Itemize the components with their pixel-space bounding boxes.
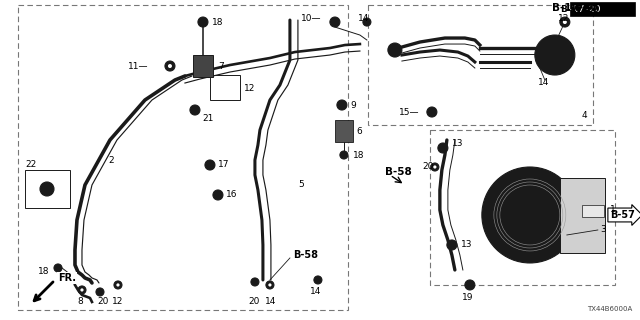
Circle shape [427, 107, 437, 117]
Circle shape [330, 17, 340, 27]
Circle shape [340, 151, 348, 159]
Circle shape [81, 288, 84, 292]
Text: 18: 18 [38, 268, 49, 276]
Circle shape [535, 35, 575, 75]
Text: 14: 14 [310, 287, 321, 296]
Text: 13: 13 [452, 139, 463, 148]
Circle shape [96, 288, 104, 296]
Circle shape [438, 143, 448, 153]
Text: 12: 12 [244, 84, 255, 92]
Text: 7: 7 [218, 61, 224, 70]
Text: B-17-20: B-17-20 [561, 4, 600, 13]
Text: 9: 9 [350, 100, 356, 109]
Text: 4: 4 [582, 110, 588, 119]
Circle shape [190, 105, 200, 115]
Text: 10—: 10— [301, 13, 322, 22]
Circle shape [433, 165, 436, 169]
Circle shape [205, 160, 215, 170]
Bar [18, 5, 348, 310]
Text: B-17-20: B-17-20 [561, 4, 601, 13]
Text: 3: 3 [600, 226, 605, 235]
Text: 14: 14 [265, 298, 276, 307]
Text: 16: 16 [226, 190, 237, 199]
Text: 15—: 15— [399, 108, 420, 116]
Circle shape [54, 264, 62, 272]
Circle shape [482, 167, 578, 263]
Bar [570, 2, 635, 16]
Circle shape [40, 182, 54, 196]
Circle shape [363, 18, 371, 26]
Bar [560, 178, 605, 253]
Bar [368, 5, 593, 125]
Text: 20: 20 [97, 298, 108, 307]
Bar [335, 120, 353, 142]
Circle shape [431, 163, 439, 171]
Text: 19: 19 [462, 293, 474, 302]
Text: TX44B6000A: TX44B6000A [587, 306, 632, 312]
Text: 13: 13 [461, 240, 472, 250]
Text: 20: 20 [248, 298, 259, 307]
Bar [430, 130, 615, 285]
Circle shape [114, 281, 122, 289]
Text: 12: 12 [558, 13, 569, 22]
Text: B-58: B-58 [385, 167, 412, 177]
Circle shape [520, 205, 540, 225]
Text: 1: 1 [610, 205, 616, 214]
Circle shape [168, 64, 172, 68]
Circle shape [560, 17, 570, 27]
Circle shape [388, 43, 402, 57]
Circle shape [251, 278, 259, 286]
Text: 12: 12 [112, 298, 124, 307]
Text: 5: 5 [298, 180, 303, 189]
Circle shape [508, 193, 552, 237]
Circle shape [465, 280, 475, 290]
Circle shape [116, 284, 120, 287]
Text: 11—: 11— [127, 61, 148, 70]
Circle shape [314, 276, 322, 284]
Text: 14: 14 [538, 77, 549, 86]
Text: 18: 18 [212, 18, 223, 27]
Circle shape [78, 286, 86, 294]
Bar [210, 75, 240, 100]
Circle shape [337, 100, 347, 110]
Text: 8: 8 [77, 298, 83, 307]
Text: B-17-20: B-17-20 [552, 3, 598, 13]
Circle shape [213, 190, 223, 200]
Text: FR.: FR. [58, 273, 76, 283]
Circle shape [266, 281, 274, 289]
Circle shape [545, 45, 565, 65]
Circle shape [268, 284, 271, 287]
Bar [193, 55, 213, 77]
Circle shape [198, 17, 208, 27]
Circle shape [391, 46, 399, 54]
Circle shape [447, 240, 457, 250]
Text: B-57: B-57 [610, 210, 635, 220]
Text: 17: 17 [218, 161, 230, 170]
Text: 22: 22 [25, 161, 36, 170]
Bar [582, 205, 604, 217]
Text: 6: 6 [356, 126, 362, 135]
Text: 2: 2 [108, 156, 113, 164]
Bar [25, 170, 70, 208]
Text: 20: 20 [422, 163, 433, 172]
Circle shape [165, 61, 175, 71]
Circle shape [492, 177, 568, 253]
Circle shape [563, 20, 567, 24]
Text: 18: 18 [353, 150, 364, 159]
Text: 21: 21 [202, 114, 213, 123]
Text: B-58: B-58 [293, 250, 318, 260]
Text: 14: 14 [358, 13, 369, 22]
